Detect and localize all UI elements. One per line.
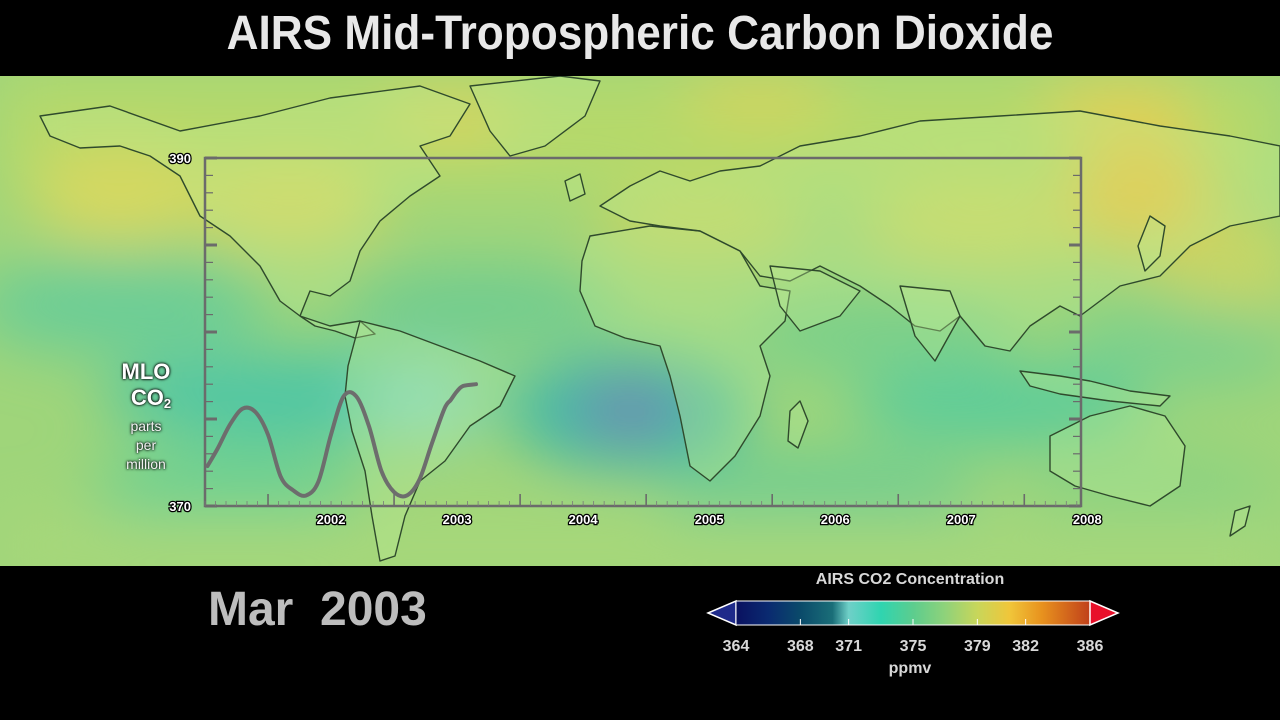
ylabel-co2-text: CO xyxy=(130,385,164,410)
x-tick-label: 2002 xyxy=(317,512,346,527)
indonesia-outline xyxy=(1019,370,1171,407)
colorbar-tick-labels: 364 368 371 375 379 382 386 xyxy=(723,638,1104,655)
colorbar-tick-label: 371 xyxy=(835,638,862,655)
arabia-outline xyxy=(769,265,861,332)
inset-chart-ylabel: MLO CO2 parts per million xyxy=(104,359,188,474)
new-zealand-outline xyxy=(1229,505,1251,537)
co2-field-blobs xyxy=(0,76,1280,566)
south-america-outline xyxy=(344,320,516,562)
colorbar-tick-label: 364 xyxy=(723,638,750,655)
colorbar-tick-label: 375 xyxy=(900,638,927,655)
page-title: AIRS Mid-Tropospheric Carbon Dioxide xyxy=(226,7,1054,60)
africa-outline xyxy=(579,225,791,482)
india-outline xyxy=(899,285,961,362)
ylabel-co2-subscript: 2 xyxy=(163,396,172,411)
date-label: Mar 2003 xyxy=(208,583,427,636)
continent-outlines xyxy=(39,76,1280,562)
colorbar-title: AIRS CO2 Concentration xyxy=(815,571,1005,588)
colorbar-ticks xyxy=(735,619,1091,625)
japan-outline xyxy=(1137,215,1166,272)
ylabel-mlo: MLO xyxy=(121,359,171,384)
x-tick-label: 2006 xyxy=(821,512,850,527)
ylabel-million: million xyxy=(126,456,166,472)
mlo-co2-series-line xyxy=(205,382,478,499)
x-tick-label: 2003 xyxy=(443,512,472,527)
ylabel-per: per xyxy=(135,437,157,453)
x-tick-label: 2005 xyxy=(695,512,724,527)
map-canvas: 370 390 2002 2003 2004 2005 2006 2007 2008 xyxy=(0,76,1280,566)
madagascar-outline xyxy=(787,400,809,449)
uk-outline xyxy=(564,173,586,202)
north-america-outline xyxy=(39,85,471,339)
x-tick-label: 2004 xyxy=(569,512,599,527)
colorbar-tick-label: 368 xyxy=(787,638,814,655)
y-tick-label: 370 xyxy=(169,499,191,514)
title-bar: AIRS Mid-Tropospheric Carbon Dioxide xyxy=(0,0,1280,76)
y-tick-label: 390 xyxy=(169,151,191,166)
x-tick-label: 2008 xyxy=(1073,512,1102,527)
ylabel-co2: CO2 xyxy=(114,385,188,417)
co2-map: 370 390 2002 2003 2004 2005 2006 2007 2008 MLO C… xyxy=(0,76,1280,566)
inset-chart: 370 390 2002 2003 2004 2005 2006 2007 2008 xyxy=(168,150,1103,529)
colorbar-tick-label: 379 xyxy=(964,638,991,655)
colorbar-unit: ppmv xyxy=(888,660,932,677)
colorbar-over-arrow xyxy=(1089,599,1120,627)
inset-chart-labels: 370 390 2002 2003 2004 2005 2006 2007 2008 xyxy=(168,150,1103,529)
europe-asia-outline xyxy=(599,110,1280,352)
inset-chart-ticks xyxy=(204,156,1081,508)
colorbar-tick-label: 382 xyxy=(1012,638,1039,655)
greenland-outline xyxy=(469,76,601,157)
colorbar: 364 368 371 375 379 382 386 xyxy=(706,599,1120,655)
colorbar-tick-label: 386 xyxy=(1077,638,1104,655)
colorbar-under-arrow xyxy=(706,599,737,627)
x-tick-label: 2007 xyxy=(947,512,976,527)
ylabel-parts: parts xyxy=(130,418,162,434)
australia-outline xyxy=(1049,405,1186,507)
